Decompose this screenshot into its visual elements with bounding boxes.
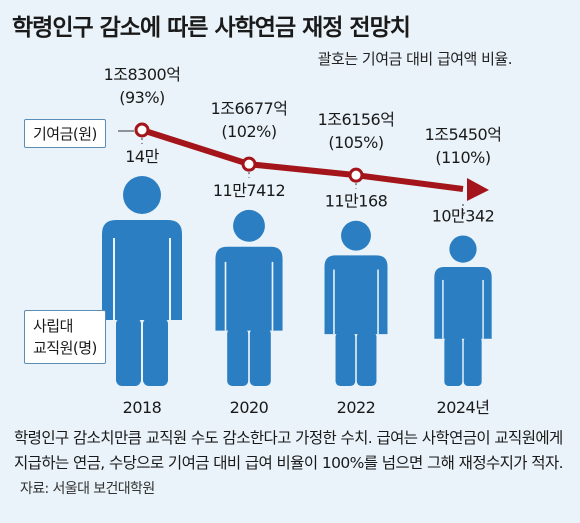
person-leg-right-1 [249, 328, 271, 386]
contribution-legend-tag: 기여금(원) [24, 119, 106, 148]
year-label-0: 2018 [123, 398, 162, 417]
year-label-2: 2022 [337, 398, 376, 417]
chart-title: 학령인구 감소에 따른 사학연금 재정 전망치 [12, 15, 411, 41]
footnote: 학령인구 감소치만큼 교직원 수도 감소한다고 가정한 수치. 급여는 사학연금… [14, 426, 566, 502]
ratio-label-0: (93%) [119, 88, 165, 107]
staff-legend-tag: 사립대 교직원(명) [24, 310, 106, 364]
person-leg-left-0 [116, 318, 141, 386]
contribution-point-0 [134, 122, 150, 138]
footnote-text: 학령인구 감소치만큼 교직원 수도 감소한다고 가정한 수치. 급여는 사학연금… [14, 429, 564, 472]
person-body-1 [215, 246, 283, 331]
staff-tag-line1: 사립대 [33, 317, 73, 335]
contribution-value-label-0: 1조8300억 [104, 65, 181, 84]
person-leg-left-3 [444, 336, 463, 386]
contribution-value-label-1: 1조6677억 [211, 99, 288, 118]
person-leg-left-2 [335, 332, 356, 386]
staff-value-label-0: 14만 [125, 147, 159, 166]
contribution-point-2 [348, 167, 364, 183]
person-head-1 [233, 209, 265, 242]
person-head-2 [341, 220, 371, 251]
person-head-3 [449, 235, 477, 263]
person-head-0 [123, 176, 161, 214]
staff-value-label-1: 11만7412 [213, 181, 285, 200]
contribution-value-label-3: 1조5450억 [425, 125, 502, 144]
ratio-label-1: (102%) [221, 122, 276, 141]
person-leg-right-3 [463, 336, 482, 386]
staff-value-label-2: 11만168 [325, 192, 388, 211]
year-label-1: 2020 [230, 398, 269, 417]
contribution-value-label-2: 1조6156억 [318, 110, 395, 129]
person-leg-right-0 [143, 318, 168, 386]
contribution-arrowhead [467, 178, 489, 201]
person-body-2 [324, 255, 388, 335]
source-credit: 자료: 서울대 보건대학원 [20, 481, 155, 497]
contribution-line [141, 127, 464, 192]
person-leg-left-1 [227, 328, 249, 386]
ratio-note: 괄호는 기여금 대비 급여액 비율. [317, 50, 513, 68]
contribution-point-1 [241, 156, 257, 172]
person-body-0 [102, 220, 182, 320]
ratio-label-3: (110%) [435, 148, 490, 167]
staff-tag-line2: 교직원(명) [33, 339, 97, 357]
person-leg-right-2 [356, 332, 377, 386]
ratio-label-2: (105%) [328, 133, 383, 152]
year-label-3: 2024년 [437, 398, 490, 417]
person-body-3 [434, 267, 492, 339]
